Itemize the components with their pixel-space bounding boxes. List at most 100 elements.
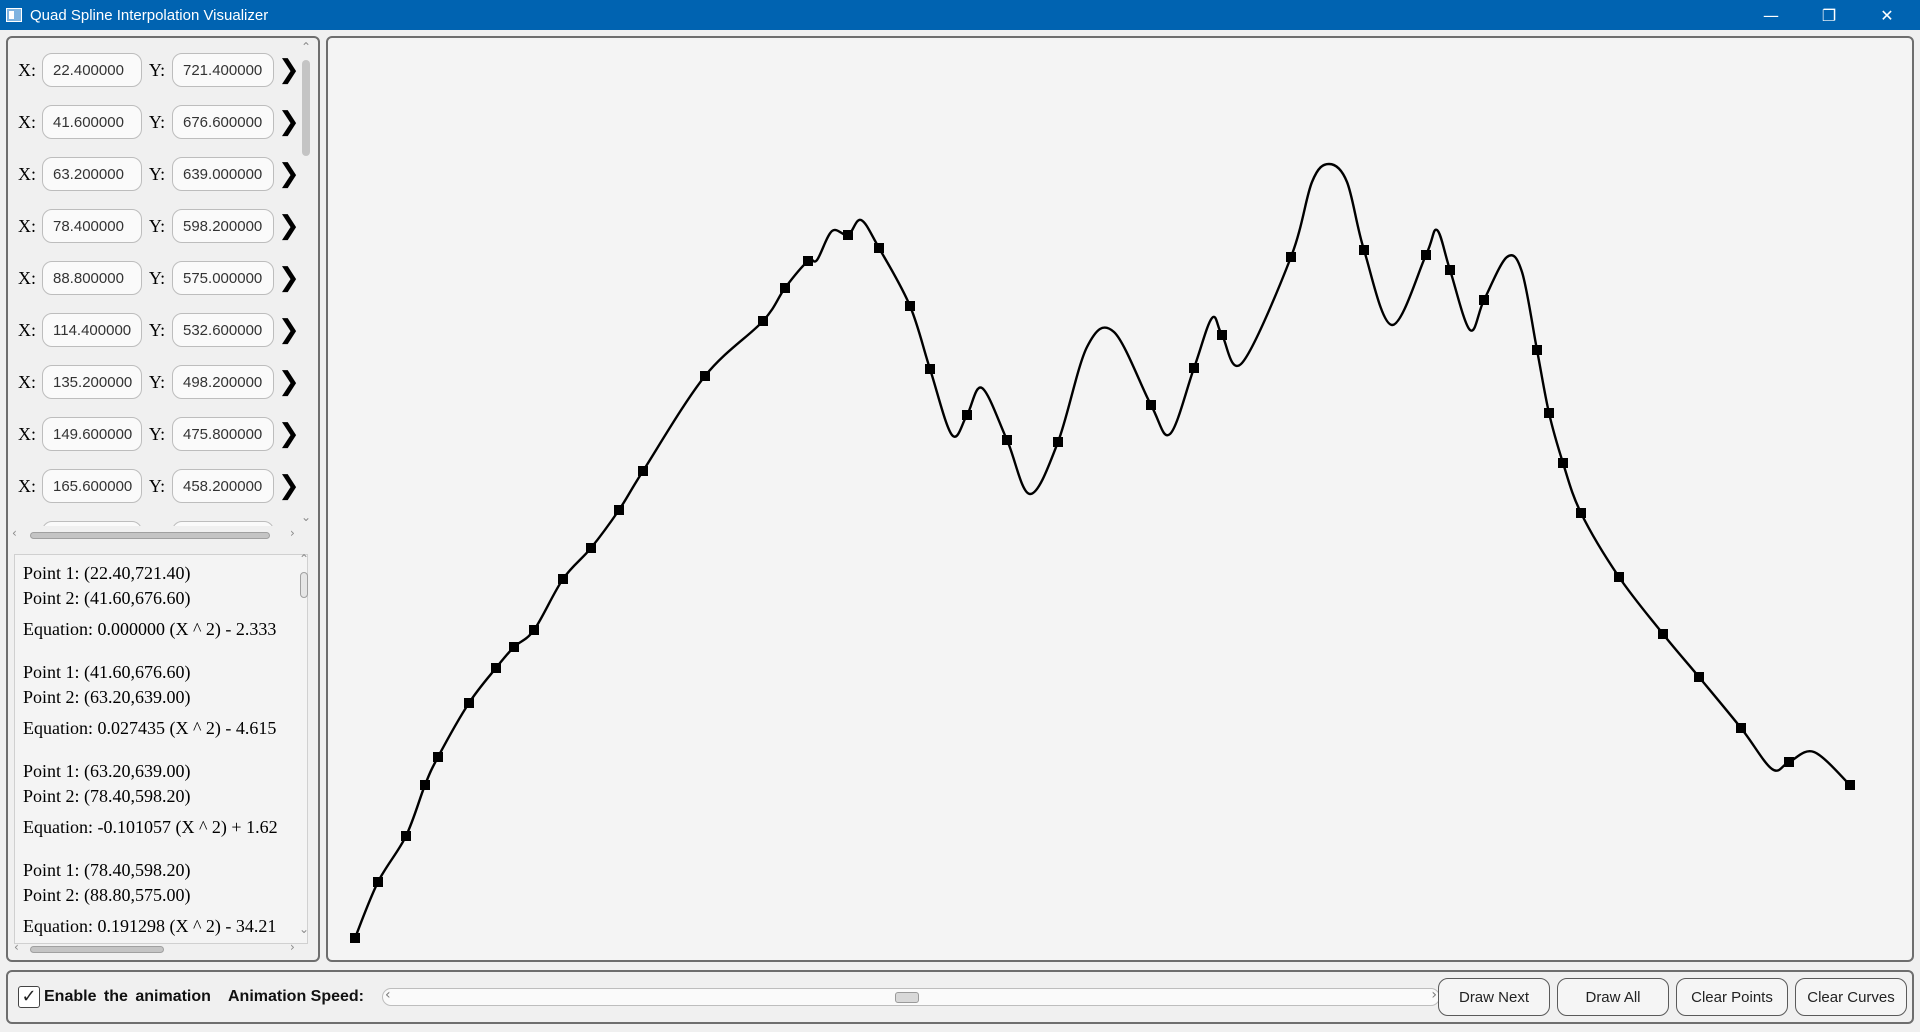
- draw-all-button[interactable]: Draw All: [1557, 978, 1669, 1016]
- control-point[interactable]: [401, 831, 411, 841]
- y-label: Y:: [148, 371, 166, 392]
- control-point[interactable]: [350, 933, 360, 943]
- control-point[interactable]: [529, 625, 539, 635]
- points-horizontal-scrollbar[interactable]: ‹ ›: [12, 526, 295, 540]
- control-point[interactable]: [1053, 437, 1063, 447]
- chevron-right-icon[interactable]: ❯: [278, 55, 298, 85]
- control-point[interactable]: [420, 780, 430, 790]
- control-point[interactable]: [1189, 363, 1199, 373]
- control-point[interactable]: [700, 371, 710, 381]
- control-point[interactable]: [1845, 780, 1855, 790]
- control-point[interactable]: [1614, 572, 1624, 582]
- control-point[interactable]: [1286, 252, 1296, 262]
- x-input[interactable]: 88.800000: [42, 261, 142, 295]
- control-point[interactable]: [373, 877, 383, 887]
- scroll-thumb[interactable]: [302, 60, 310, 156]
- control-point[interactable]: [1445, 265, 1455, 275]
- y-input[interactable]: 458.200000: [172, 469, 274, 503]
- draw-next-button[interactable]: Draw Next: [1438, 978, 1550, 1016]
- x-input[interactable]: 114.400000: [42, 313, 142, 347]
- control-point[interactable]: [1421, 250, 1431, 260]
- control-point[interactable]: [803, 256, 813, 266]
- scroll-thumb[interactable]: [30, 946, 164, 953]
- point-row: X: 149.600000 Y: 475.800000 ❯: [12, 408, 298, 460]
- chevron-right-icon[interactable]: ❯: [278, 159, 298, 189]
- restore-button[interactable]: ❐: [1821, 5, 1837, 25]
- y-input[interactable]: 676.600000: [172, 105, 274, 139]
- animation-speed-slider[interactable]: ‹ ›: [382, 987, 1440, 1006]
- chevron-right-icon[interactable]: ❯: [278, 471, 298, 501]
- equation-line: Equation: 0.000000 (X ^ 2) - 2.333: [23, 619, 277, 639]
- app-icon: [6, 8, 22, 22]
- equation-line: Point 1: (78.40,598.20): [23, 860, 191, 880]
- y-input[interactable]: 598.200000: [172, 209, 274, 243]
- x-label: X:: [18, 475, 36, 496]
- control-point[interactable]: [1694, 672, 1704, 682]
- drawing-canvas[interactable]: [326, 36, 1914, 962]
- control-point[interactable]: [1576, 508, 1586, 518]
- control-point[interactable]: [509, 642, 519, 652]
- control-point[interactable]: [1736, 723, 1746, 733]
- close-button[interactable]: ✕: [1880, 5, 1894, 25]
- control-point[interactable]: [1146, 400, 1156, 410]
- control-point[interactable]: [586, 543, 596, 553]
- y-input[interactable]: 721.400000: [172, 53, 274, 87]
- control-point[interactable]: [905, 301, 915, 311]
- chevron-right-icon[interactable]: ❯: [278, 211, 298, 241]
- points-list: X: 22.400000 Y: 721.400000 ❯ X: 41.600000 Y: 676…: [12, 42, 298, 526]
- minimize-button[interactable]: —: [1763, 5, 1779, 25]
- control-point[interactable]: [1558, 458, 1568, 468]
- control-point[interactable]: [558, 574, 568, 584]
- chevron-right-icon[interactable]: ❯: [278, 419, 298, 449]
- chevron-right-icon[interactable]: ❯: [278, 263, 298, 293]
- control-point[interactable]: [491, 663, 501, 673]
- x-input[interactable]: 63.200000: [42, 157, 142, 191]
- control-point[interactable]: [1359, 245, 1369, 255]
- slider-thumb[interactable]: [895, 992, 919, 1003]
- scroll-thumb[interactable]: [30, 532, 270, 539]
- y-label: Y:: [148, 267, 166, 288]
- control-point[interactable]: [962, 410, 972, 420]
- equations-vertical-scrollbar[interactable]: ⌃ ⌄: [299, 552, 310, 936]
- y-input[interactable]: 475.800000: [172, 417, 274, 451]
- control-point[interactable]: [1002, 435, 1012, 445]
- y-input[interactable]: 532.600000: [172, 313, 274, 347]
- control-point[interactable]: [1479, 295, 1489, 305]
- control-point[interactable]: [1544, 408, 1554, 418]
- x-input[interactable]: 78.400000: [42, 209, 142, 243]
- control-point[interactable]: [1217, 330, 1227, 340]
- control-point[interactable]: [464, 698, 474, 708]
- clear-points-button[interactable]: Clear Points: [1676, 978, 1788, 1016]
- x-input[interactable]: 41.600000: [42, 105, 142, 139]
- point-row: X: 63.200000 Y: 639.000000 ❯: [12, 148, 298, 200]
- equation-line: Equation: -0.101057 (X ^ 2) + 1.62: [23, 817, 278, 837]
- clear-curves-button[interactable]: Clear Curves: [1795, 978, 1907, 1016]
- control-point[interactable]: [638, 466, 648, 476]
- control-point[interactable]: [874, 243, 884, 253]
- x-input[interactable]: 22.400000: [42, 53, 142, 87]
- points-vertical-scrollbar[interactable]: ⌃ ⌄: [301, 40, 312, 524]
- y-input[interactable]: 498.200000: [172, 365, 274, 399]
- control-point[interactable]: [1658, 629, 1668, 639]
- chevron-right-icon[interactable]: ❯: [278, 315, 298, 345]
- control-point[interactable]: [780, 283, 790, 293]
- control-point[interactable]: [843, 230, 853, 240]
- chevron-right-icon[interactable]: ❯: [278, 107, 298, 137]
- control-point[interactable]: [1784, 757, 1794, 767]
- x-input[interactable]: 165.600000: [42, 469, 142, 503]
- scroll-thumb[interactable]: [300, 572, 308, 598]
- control-point[interactable]: [758, 316, 768, 326]
- slider-left-arrow-icon[interactable]: ‹: [385, 987, 391, 1003]
- slider-right-arrow-icon[interactable]: ›: [1431, 987, 1437, 1003]
- equations-horizontal-scrollbar[interactable]: ‹ ›: [14, 940, 295, 954]
- y-input[interactable]: 575.000000: [172, 261, 274, 295]
- control-point[interactable]: [614, 505, 624, 515]
- control-point[interactable]: [1532, 345, 1542, 355]
- enable-animation-checkbox[interactable]: ✓: [18, 986, 40, 1008]
- y-input[interactable]: 639.000000: [172, 157, 274, 191]
- control-point[interactable]: [925, 364, 935, 374]
- x-input[interactable]: 135.200000: [42, 365, 142, 399]
- x-input[interactable]: 149.600000: [42, 417, 142, 451]
- chevron-right-icon[interactable]: ❯: [278, 367, 298, 397]
- control-point[interactable]: [433, 752, 443, 762]
